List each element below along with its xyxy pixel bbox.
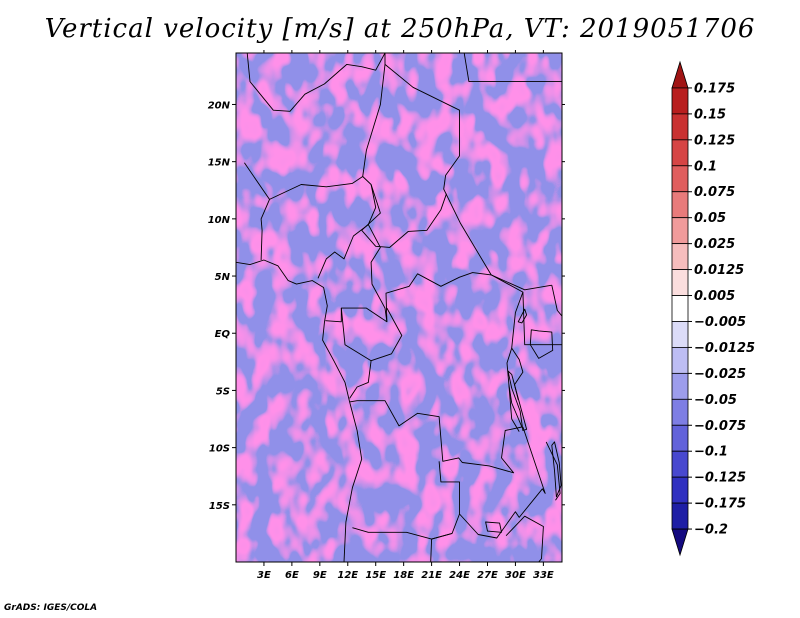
colorbar-swatch [671, 139, 689, 167]
colorbar-label: 0.05 [694, 211, 726, 226]
lake-outline [485, 521, 502, 533]
colorbar-label: 0.175 [694, 81, 735, 96]
lake-outline [507, 370, 528, 431]
x-tick-label: 9E [313, 570, 327, 581]
y-tick-label: 15N [208, 158, 231, 169]
y-tick-label: 5S [216, 386, 230, 397]
border-line [340, 308, 372, 362]
colorbar-label: −0.1 [694, 445, 728, 460]
colorbar-swatch [671, 528, 689, 557]
x-tick-label: 15E [365, 570, 386, 581]
y-tick-label: 10S [209, 444, 230, 455]
colorbar-swatch [671, 243, 689, 270]
colorbar-label: 0.125 [694, 133, 735, 148]
x-tick-label: 18E [393, 570, 414, 581]
colorbar-swatch [671, 450, 689, 478]
colorbar-swatch [671, 321, 689, 348]
border-line [384, 53, 552, 291]
country-borders [236, 53, 562, 562]
border-line [505, 515, 544, 562]
plot-area [235, 52, 563, 563]
colorbar-swatch [671, 87, 689, 115]
border-line [361, 184, 447, 248]
colorbar-swatch [671, 372, 689, 400]
x-tick-label: 27E [477, 570, 498, 581]
colorbar-label: −0.125 [694, 471, 746, 486]
x-tick-label: 24E [449, 570, 470, 581]
border-line [385, 272, 492, 322]
colorbar-swatch [671, 502, 689, 530]
colorbar-label: 0.005 [694, 289, 735, 304]
colorbar-swatch [671, 165, 689, 193]
colorbar-swatch [671, 191, 689, 219]
colorbar-label: −0.175 [694, 497, 746, 512]
chart-title: Vertical velocity [m/s] at 250hPa, VT: 2… [44, 14, 756, 44]
border-line [545, 441, 561, 501]
colorbar-label: 0.1 [694, 159, 717, 174]
border-line [508, 384, 520, 432]
colorbar-swatch [671, 217, 689, 245]
colorbar-swatch [671, 295, 689, 322]
x-tick-label: 30E [505, 570, 526, 581]
colorbar-label: −0.005 [694, 315, 746, 330]
border-line [352, 527, 453, 540]
colorbar-label: −0.0125 [694, 341, 755, 356]
colorbar-swatch [671, 476, 689, 504]
border-line [551, 285, 562, 317]
border-line [269, 176, 377, 279]
x-tick-label: 6E [285, 570, 299, 581]
border-line [362, 64, 386, 177]
border-line [522, 292, 562, 346]
colorbar-swatch [671, 398, 689, 426]
x-tick-label: 21E [421, 570, 442, 581]
y-axis: 20N 15N 10N 5N EQ 5S 10S 15S [208, 100, 565, 512]
colorbar-label: −0.075 [694, 419, 746, 434]
x-tick-label: 3E [257, 570, 271, 581]
colorbar-label: −0.025 [694, 367, 746, 382]
colorbar-label: 0.15 [694, 107, 726, 122]
grads-credit: GrADS: IGES/COLA [4, 603, 98, 613]
x-tick-label: 12E [337, 570, 358, 581]
border-line [463, 53, 562, 83]
lake-outline [529, 329, 554, 359]
x-tick-label: 33E [533, 570, 554, 581]
lake-outline [517, 308, 528, 324]
colorbar-swatch [671, 269, 689, 296]
colorbar-label: −0.05 [694, 393, 737, 408]
y-tick-label: 10N [208, 215, 231, 226]
colorbar-label: −0.2 [694, 523, 728, 538]
border-line [459, 426, 546, 539]
vertical-velocity-field [236, 53, 562, 562]
colorbar-swatch [671, 60, 689, 89]
colorbar-label: 0.025 [694, 237, 735, 252]
y-tick-label: 5N [215, 272, 231, 283]
y-tick-label: 20N [208, 100, 231, 111]
plot-frame [235, 52, 563, 563]
border-line [246, 53, 386, 112]
border-line [349, 274, 524, 474]
lake-outline [551, 441, 562, 498]
colorbar: 0.175 0.15 0.125 0.1 0.075 0.05 0.025 0.0125 0.0… [671, 60, 755, 557]
colorbar-label: 0.0125 [694, 263, 744, 278]
colorbar-swatch [671, 424, 689, 452]
y-tick-label: 15S [209, 501, 230, 512]
border-line [325, 224, 388, 323]
border-line [244, 162, 270, 261]
colorbar-swatch [671, 347, 689, 374]
colorbar-label: 0.075 [694, 185, 735, 200]
colorbar-swatch [671, 113, 689, 141]
x-axis: 3E 6E 9E 12E 15E 18E 21E 24E 27E 30E 33E [257, 50, 554, 581]
border-line [236, 259, 363, 562]
y-tick-label: EQ [215, 329, 231, 340]
